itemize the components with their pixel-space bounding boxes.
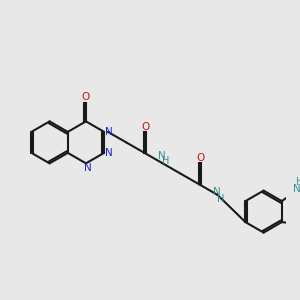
Text: N: N — [105, 127, 113, 137]
Text: O: O — [196, 153, 204, 163]
Text: N: N — [293, 184, 300, 194]
Text: N: N — [105, 148, 113, 158]
Text: H: H — [217, 194, 224, 204]
Text: O: O — [82, 92, 90, 102]
Text: N: N — [158, 151, 166, 161]
Text: H: H — [296, 178, 300, 188]
Text: O: O — [141, 122, 149, 132]
Text: H: H — [162, 156, 169, 167]
Text: N: N — [213, 187, 220, 197]
Text: N: N — [84, 163, 92, 173]
